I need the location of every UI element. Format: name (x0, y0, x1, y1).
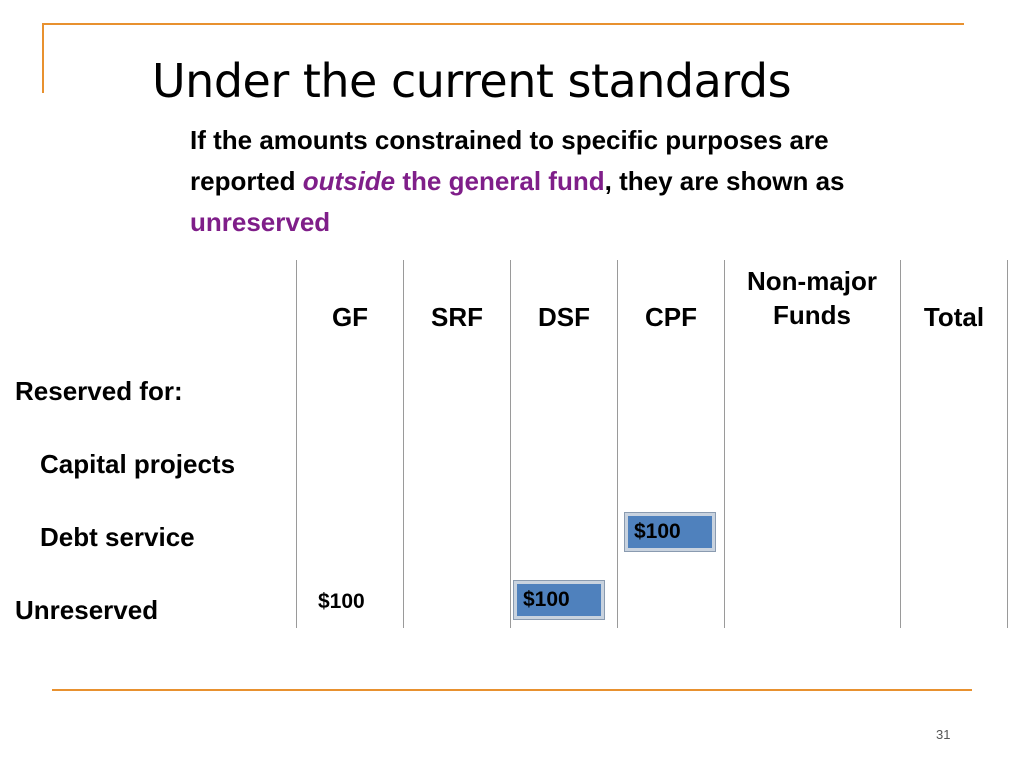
header-cpf: CPF (645, 302, 697, 332)
row-label-unreserved: Unreserved (15, 595, 159, 625)
header-srf: SRF (431, 302, 483, 332)
left-rule (42, 23, 44, 93)
slide-title: Under the current standards (152, 53, 792, 108)
column-total (900, 260, 1008, 628)
intro-outside: outside (302, 166, 396, 196)
column-non-major-funds (724, 260, 901, 628)
header-gf: GF (331, 302, 369, 332)
column-gf (296, 260, 403, 628)
debt-service-cpf-cell: $100 (625, 513, 715, 551)
row-label-reserved-for: Reserved for: (15, 376, 183, 406)
header-non-major-funds: Non-major Funds (747, 266, 877, 330)
unreserved-gf-value: $100 (318, 590, 365, 613)
intro-part2: , they are shown as (604, 166, 845, 196)
header-total: Total (923, 302, 985, 332)
row-label-debt-service: Debt service (40, 522, 195, 552)
unreserved-dsf-value: $100 (523, 588, 570, 611)
top-rule (42, 23, 964, 25)
intro-general-fund: the general fund (402, 166, 605, 196)
intro-text: If the amounts constrained to specific p… (190, 120, 910, 243)
page-number: 31 (936, 727, 951, 742)
column-dsf (510, 260, 617, 628)
bottom-rule (52, 689, 972, 691)
column-srf (403, 260, 510, 628)
intro-unreserved: unreserved (190, 207, 331, 237)
intro-part1: If the amounts constrained to specific p… (190, 125, 829, 196)
row-label-capital-projects: Capital projects (40, 449, 236, 479)
unreserved-dsf-cell: $100 (514, 581, 604, 619)
debt-service-cpf-value: $100 (634, 520, 681, 543)
header-dsf: DSF (538, 302, 590, 332)
column-cpf (617, 260, 724, 628)
